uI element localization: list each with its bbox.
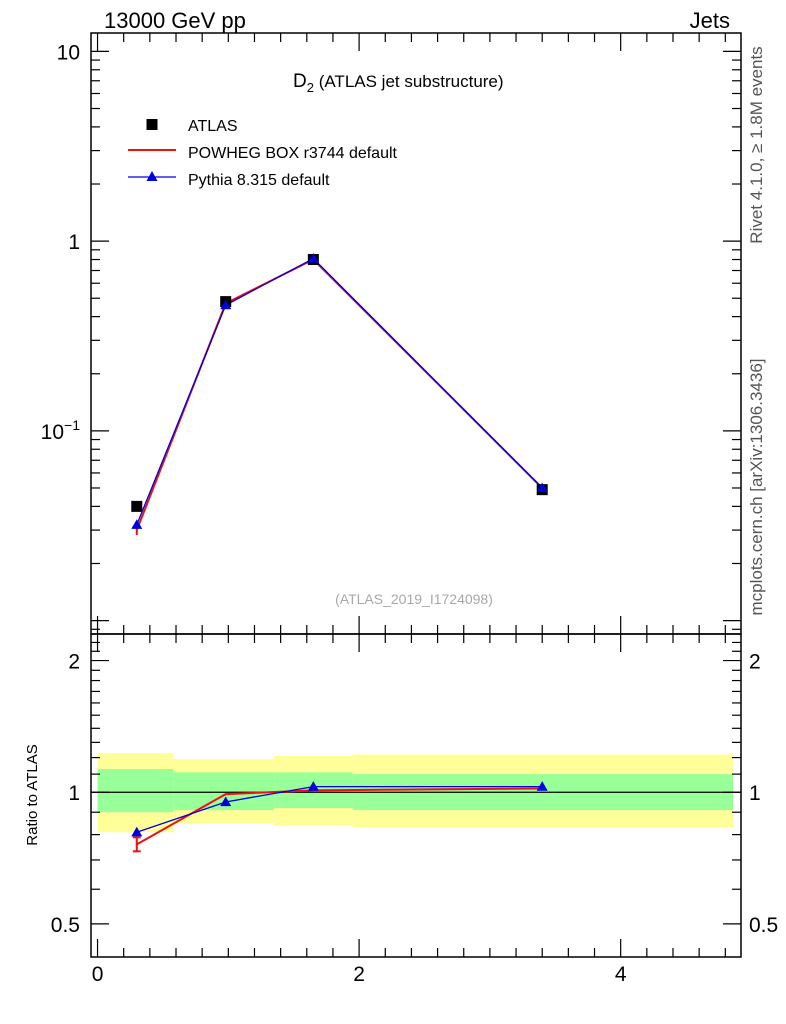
legend-label-2: Pythia 8.315 default bbox=[188, 172, 330, 189]
ratio-ylabel: Ratio to ATLAS bbox=[24, 744, 41, 845]
header-left: 13000 GeV pp bbox=[104, 8, 246, 33]
ratio-plot-frame bbox=[90, 633, 742, 958]
main-ytick-label-2: 10−1 bbox=[41, 417, 81, 444]
ratio-ytick-label-left-0: 2 bbox=[68, 651, 80, 674]
ratio-ytick-label-right-0: 2 bbox=[749, 651, 761, 674]
chart-title: D2 (ATLAS jet substructure) bbox=[293, 71, 504, 95]
pythia-point-2 bbox=[307, 252, 319, 263]
pythia-point-3 bbox=[536, 482, 548, 493]
side-label-rivet: Rivet 4.1.0, ≥ 1.8M events bbox=[747, 46, 766, 243]
pythia-ratio-point-0 bbox=[131, 826, 143, 837]
legend-label-1: POWHEG BOX r3744 default bbox=[188, 145, 398, 162]
pythia-ratio-point-3 bbox=[536, 781, 548, 791]
pythia-point-1 bbox=[220, 299, 232, 310]
legend-atlas-marker bbox=[146, 119, 158, 130]
xtick-label-0: 0 bbox=[92, 963, 104, 986]
pythia-ratio-point-2 bbox=[307, 781, 319, 791]
pythia-point-0 bbox=[131, 519, 143, 529]
header-right: Jets bbox=[690, 8, 730, 33]
legend-pythia-marker bbox=[146, 171, 158, 181]
band-green-0 bbox=[97, 768, 174, 813]
pythia-line bbox=[136, 257, 543, 526]
ratio-ytick-label-right-2: 0.5 bbox=[749, 914, 778, 937]
ratio-ytick-label-right-1: 1 bbox=[749, 782, 761, 805]
ratio-ytick-label-left-1: 1 bbox=[68, 782, 80, 805]
powheg-line bbox=[135, 258, 543, 531]
atlas-point-0 bbox=[131, 500, 143, 512]
pythia-ratio-point-1 bbox=[220, 796, 232, 807]
xtick-label-1: 2 bbox=[353, 963, 365, 986]
side-label-mcplots: mcplots.cern.ch [arXiv:1306.3436] bbox=[747, 358, 766, 615]
pythia-ratio-line bbox=[136, 785, 543, 833]
ratio-ytick-label-left-2: 0.5 bbox=[51, 914, 80, 937]
legend-label-0: ATLAS bbox=[188, 118, 238, 135]
powheg-ratio-line bbox=[136, 787, 543, 846]
main-ytick-label-1: 1 bbox=[68, 231, 80, 254]
xtick-label-2: 4 bbox=[615, 963, 627, 986]
analysis-watermark: (ATLAS_2019_I1724098) bbox=[335, 591, 493, 607]
main-ytick-label-0: 10 bbox=[57, 41, 80, 64]
